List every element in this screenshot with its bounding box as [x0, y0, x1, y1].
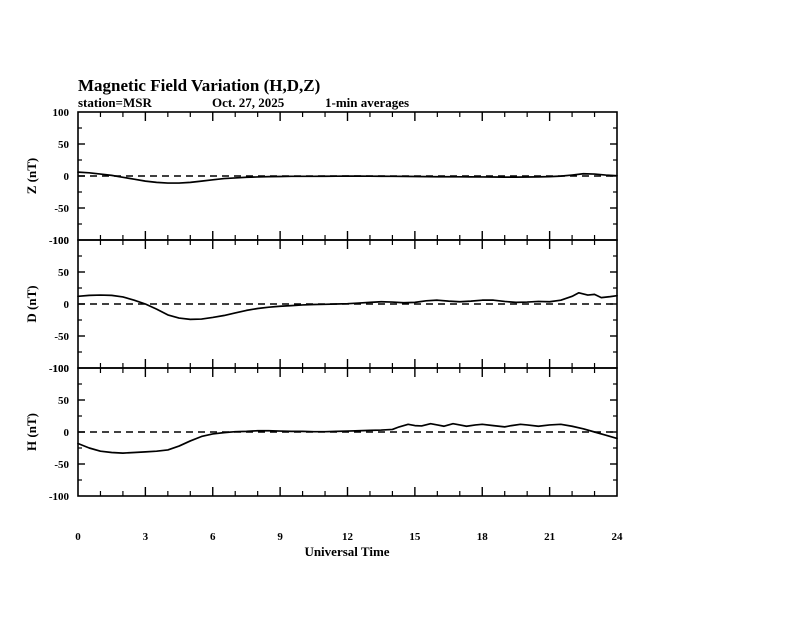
data-trace-z: [77, 171, 618, 184]
data-trace-d: [77, 291, 618, 321]
y-tick-label: 50: [58, 267, 70, 279]
page-title: Magnetic Field Variation (H,D,Z): [78, 76, 320, 95]
panel-d: 100 50 0 -50 -100 D (nT): [24, 235, 618, 375]
x-tick-label: 12: [342, 531, 354, 543]
y-tick-label: -50: [54, 331, 69, 343]
y-tick-label: 50: [58, 139, 70, 151]
x-tick-label: 18: [477, 531, 489, 543]
y-tick-label: 100: [53, 235, 70, 247]
subtitle-averaging: 1-min averages: [325, 95, 409, 110]
y-tick-label: 100: [53, 363, 70, 375]
x-axis-label: Universal Time: [304, 544, 389, 559]
x-tick-label: 6: [210, 531, 216, 543]
panel-z: 100 50 0 -50 -100 Z (nT): [24, 107, 618, 247]
y-tick-label: 100: [53, 107, 70, 119]
y-tick-label: 0: [64, 427, 70, 439]
y-axis-label-z: Z (nT): [24, 158, 39, 194]
x-tick-label: 3: [143, 531, 149, 543]
y-tick-label: -100: [49, 491, 70, 503]
data-trace-h: [77, 422, 618, 454]
x-tick-label: 24: [612, 531, 624, 543]
x-tick-label: 0: [75, 531, 81, 543]
y-tick-label: -100: [49, 363, 70, 375]
y-tick-label: -50: [54, 459, 69, 471]
y-axis-label-d: D (nT): [24, 285, 39, 322]
x-tick-label: 9: [277, 531, 283, 543]
panel-h: 100 50 0 -50 -100 H (nT): [24, 363, 618, 503]
y-tick-label: 0: [64, 299, 70, 311]
y-tick-label: -50: [54, 203, 69, 215]
y-axis-label-h: H (nT): [24, 413, 39, 451]
x-axis: 0 3 6 9 12 15 18 21 24: [75, 531, 623, 543]
subtitle-date: Oct. 27, 2025: [212, 95, 285, 110]
x-tick-label: 21: [544, 531, 555, 543]
y-tick-label: -100: [49, 235, 70, 247]
y-tick-label: 0: [64, 171, 70, 183]
subtitle-station: station=MSR: [78, 95, 152, 110]
y-tick-label: 50: [58, 395, 70, 407]
x-tick-label: 15: [409, 531, 421, 543]
